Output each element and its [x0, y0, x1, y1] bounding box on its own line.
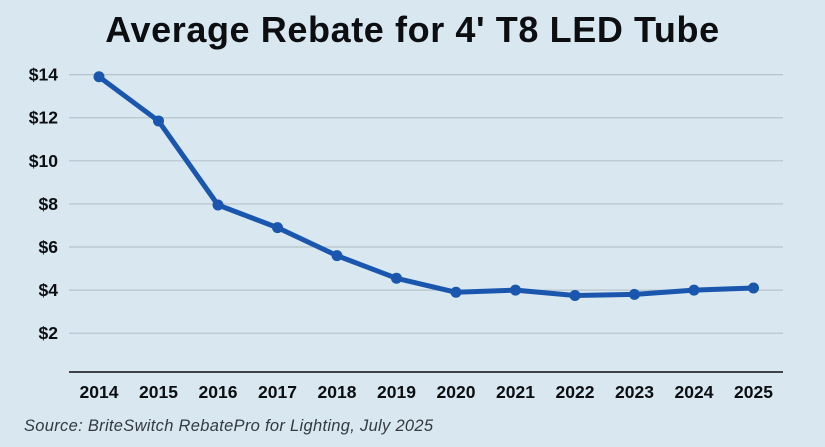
- y-axis-tick-label: $2: [39, 323, 59, 343]
- data-point: [93, 71, 105, 83]
- x-axis-tick-label: 2018: [318, 382, 357, 402]
- x-axis-tick-label: 2016: [199, 382, 238, 402]
- data-point: [569, 290, 581, 301]
- y-axis-tick-label: $14: [29, 65, 58, 85]
- x-axis-tick-label: 2015: [139, 382, 178, 402]
- y-axis-tick-label: $8: [39, 194, 59, 214]
- chart-title: Average Rebate for 4' T8 LED Tube: [105, 9, 720, 50]
- x-axis-tick-label: 2017: [258, 382, 297, 402]
- y-axis-tick-label: $12: [29, 108, 58, 128]
- data-point: [450, 286, 462, 298]
- x-axis-tick-label: 2023: [615, 382, 654, 402]
- data-point: [272, 222, 283, 234]
- data-point: [212, 199, 224, 211]
- data-line: [96, 74, 756, 298]
- data-point: [748, 282, 759, 294]
- x-axis-tick-label: 2014: [80, 382, 119, 402]
- y-axis-tick-label: $6: [39, 237, 59, 257]
- data-point: [629, 288, 640, 300]
- y-axis-tick-label: $10: [29, 151, 58, 171]
- y-axis-tick-label: $4: [39, 280, 59, 300]
- x-axis-tick-label: 2022: [556, 382, 595, 402]
- x-axis-tick-label: 2024: [675, 382, 714, 402]
- data-point: [331, 250, 343, 262]
- x-axis-tick-label: 2020: [437, 382, 476, 402]
- data-point: [510, 284, 521, 296]
- x-axis-tick-label: 2019: [377, 382, 416, 402]
- source-note: Source: BriteSwitch RebatePro for Lighti…: [24, 417, 434, 435]
- data-point: [688, 284, 700, 296]
- x-axis-tick-label: 2025: [734, 382, 773, 402]
- data-point: [391, 272, 402, 284]
- x-axis-tick-label: 2021: [496, 382, 535, 402]
- data-point: [153, 115, 164, 127]
